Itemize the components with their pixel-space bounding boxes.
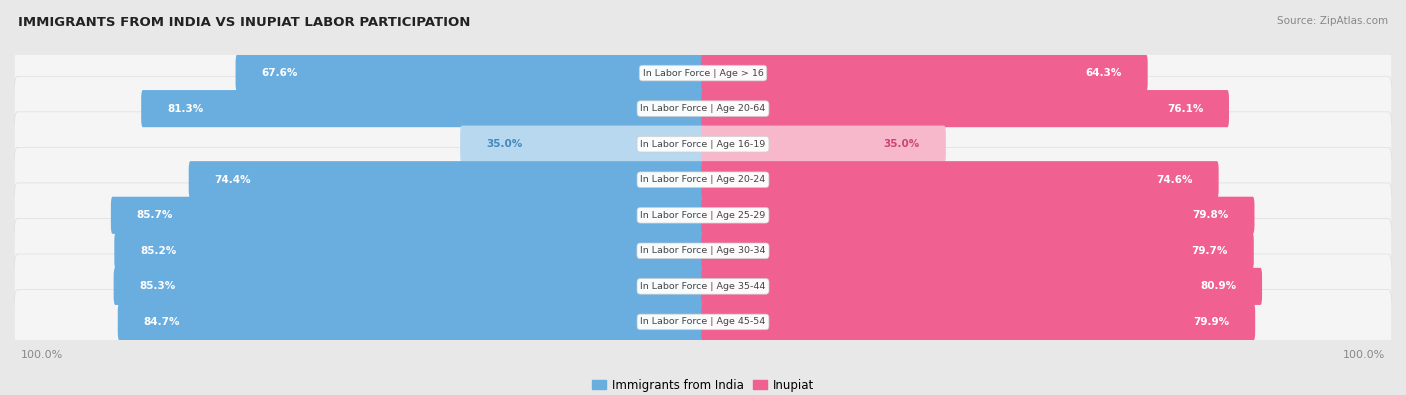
Text: 85.2%: 85.2% bbox=[141, 246, 176, 256]
FancyBboxPatch shape bbox=[702, 161, 1219, 198]
FancyBboxPatch shape bbox=[460, 126, 704, 163]
Text: 100.0%: 100.0% bbox=[1343, 350, 1385, 360]
Text: Source: ZipAtlas.com: Source: ZipAtlas.com bbox=[1277, 16, 1388, 26]
Text: 79.9%: 79.9% bbox=[1194, 317, 1229, 327]
FancyBboxPatch shape bbox=[188, 161, 704, 198]
FancyBboxPatch shape bbox=[14, 76, 1392, 141]
Text: In Labor Force | Age 20-24: In Labor Force | Age 20-24 bbox=[640, 175, 766, 184]
FancyBboxPatch shape bbox=[14, 183, 1392, 248]
Text: 74.6%: 74.6% bbox=[1156, 175, 1192, 185]
Text: 76.1%: 76.1% bbox=[1167, 103, 1204, 114]
Text: 64.3%: 64.3% bbox=[1085, 68, 1122, 78]
Text: 85.3%: 85.3% bbox=[139, 281, 176, 292]
Text: 84.7%: 84.7% bbox=[143, 317, 180, 327]
Text: 67.6%: 67.6% bbox=[262, 68, 298, 78]
Text: 79.7%: 79.7% bbox=[1192, 246, 1227, 256]
Text: 80.9%: 80.9% bbox=[1201, 281, 1236, 292]
FancyBboxPatch shape bbox=[14, 41, 1392, 105]
FancyBboxPatch shape bbox=[14, 112, 1392, 177]
FancyBboxPatch shape bbox=[702, 232, 1254, 269]
FancyBboxPatch shape bbox=[702, 268, 1263, 305]
Text: 74.4%: 74.4% bbox=[215, 175, 252, 185]
FancyBboxPatch shape bbox=[236, 55, 704, 92]
FancyBboxPatch shape bbox=[14, 290, 1392, 354]
FancyBboxPatch shape bbox=[114, 268, 704, 305]
FancyBboxPatch shape bbox=[702, 55, 1147, 92]
FancyBboxPatch shape bbox=[118, 303, 704, 340]
Text: In Labor Force | Age 35-44: In Labor Force | Age 35-44 bbox=[640, 282, 766, 291]
FancyBboxPatch shape bbox=[14, 147, 1392, 212]
Text: 100.0%: 100.0% bbox=[21, 350, 63, 360]
Text: In Labor Force | Age 30-34: In Labor Force | Age 30-34 bbox=[640, 246, 766, 255]
FancyBboxPatch shape bbox=[14, 218, 1392, 283]
FancyBboxPatch shape bbox=[111, 197, 704, 234]
Text: In Labor Force | Age 45-54: In Labor Force | Age 45-54 bbox=[640, 318, 766, 326]
FancyBboxPatch shape bbox=[702, 90, 1229, 127]
FancyBboxPatch shape bbox=[702, 197, 1254, 234]
FancyBboxPatch shape bbox=[141, 90, 704, 127]
FancyBboxPatch shape bbox=[702, 303, 1256, 340]
Legend: Immigrants from India, Inupiat: Immigrants from India, Inupiat bbox=[586, 374, 820, 395]
Text: 81.3%: 81.3% bbox=[167, 103, 204, 114]
Text: 35.0%: 35.0% bbox=[884, 139, 920, 149]
Text: In Labor Force | Age 16-19: In Labor Force | Age 16-19 bbox=[640, 140, 766, 149]
Text: In Labor Force | Age > 16: In Labor Force | Age > 16 bbox=[643, 69, 763, 77]
Text: 35.0%: 35.0% bbox=[486, 139, 522, 149]
Text: IMMIGRANTS FROM INDIA VS INUPIAT LABOR PARTICIPATION: IMMIGRANTS FROM INDIA VS INUPIAT LABOR P… bbox=[18, 16, 471, 29]
Text: 85.7%: 85.7% bbox=[136, 210, 173, 220]
Text: In Labor Force | Age 20-64: In Labor Force | Age 20-64 bbox=[640, 104, 766, 113]
Text: In Labor Force | Age 25-29: In Labor Force | Age 25-29 bbox=[640, 211, 766, 220]
Text: 79.8%: 79.8% bbox=[1192, 210, 1229, 220]
FancyBboxPatch shape bbox=[702, 126, 946, 163]
FancyBboxPatch shape bbox=[14, 254, 1392, 319]
FancyBboxPatch shape bbox=[114, 232, 704, 269]
